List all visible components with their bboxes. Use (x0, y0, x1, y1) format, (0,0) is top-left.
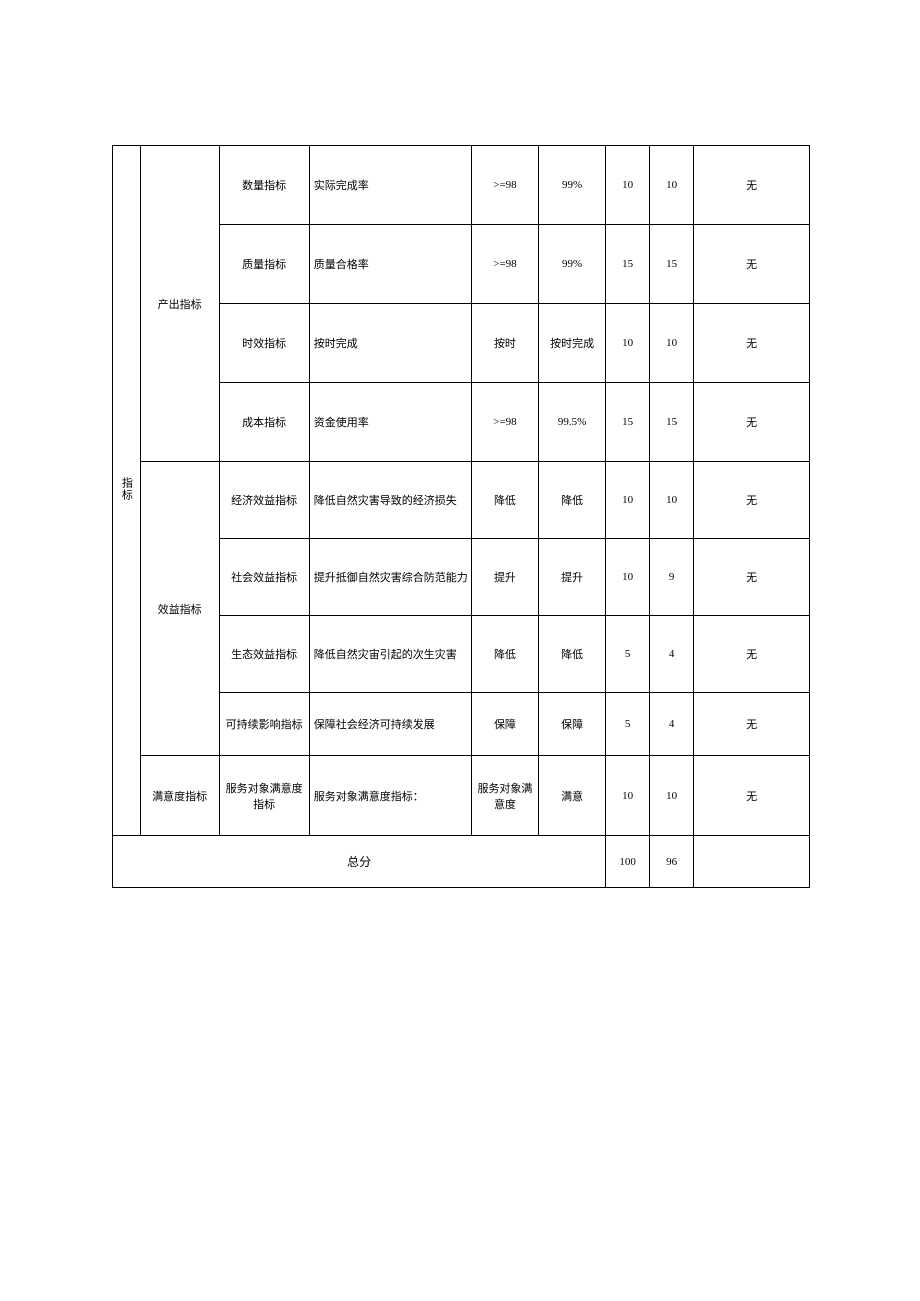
actual-value: 降低 (539, 616, 606, 693)
level3-label: 生态效益指标 (219, 616, 309, 693)
score-value: 9 (650, 539, 694, 616)
score-value: 4 (650, 616, 694, 693)
actual-value: 满意 (539, 756, 606, 836)
table-row: 指标 产出指标 数量指标 实际完成率 >=98 99% 10 10 无 (113, 146, 810, 225)
score-value: 10 (650, 304, 694, 383)
actual-value: 保障 (539, 693, 606, 756)
actual-value: 99% (539, 225, 606, 304)
target-value: 降低 (471, 462, 538, 539)
indicator-cell: 指标 (113, 146, 141, 836)
actual-value: 99.5% (539, 383, 606, 462)
note-value: 无 (694, 225, 810, 304)
level3-label: 质量指标 (219, 225, 309, 304)
note-value: 无 (694, 693, 810, 756)
target-value: 降低 (471, 616, 538, 693)
note-value: 无 (694, 539, 810, 616)
level3-label: 社会效益指标 (219, 539, 309, 616)
indicator-name: 降低自然灾害导致的经济损失 (309, 462, 471, 539)
note-value: 无 (694, 756, 810, 836)
indicator-name: 保障社会经济可持续发展 (309, 693, 471, 756)
score-value: 10 (650, 462, 694, 539)
actual-value: 降低 (539, 462, 606, 539)
total-label: 总分 (113, 836, 606, 888)
score-value: 10 (650, 146, 694, 225)
weight-value: 10 (606, 539, 650, 616)
weight-value: 5 (606, 693, 650, 756)
note-value: 无 (694, 462, 810, 539)
score-value: 10 (650, 756, 694, 836)
weight-value: 15 (606, 225, 650, 304)
target-value: >=98 (471, 225, 538, 304)
group-label: 产出指标 (140, 146, 219, 462)
score-value: 4 (650, 693, 694, 756)
level3-label: 时效指标 (219, 304, 309, 383)
indicator-name: 降低自然灾宙引起的次生灾害 (309, 616, 471, 693)
indicator-name: 质量合格率 (309, 225, 471, 304)
note-value: 无 (694, 383, 810, 462)
weight-value: 10 (606, 462, 650, 539)
actual-value: 提升 (539, 539, 606, 616)
group-label: 满意度指标 (140, 756, 219, 836)
target-value: >=98 (471, 383, 538, 462)
target-value: 按时 (471, 304, 538, 383)
weight-value: 15 (606, 383, 650, 462)
level3-label: 可持续影响指标 (219, 693, 309, 756)
indicator-table: 指标 产出指标 数量指标 实际完成率 >=98 99% 10 10 无 质量指标… (112, 145, 810, 888)
weight-value: 10 (606, 304, 650, 383)
group-label: 效益指标 (140, 462, 219, 756)
note-value: 无 (694, 304, 810, 383)
indicator-name: 按时完成 (309, 304, 471, 383)
weight-value: 10 (606, 756, 650, 836)
weight-value: 10 (606, 146, 650, 225)
weight-value: 5 (606, 616, 650, 693)
indicator-name: 提升抵御自然灾害综合防范能力 (309, 539, 471, 616)
target-value: 保障 (471, 693, 538, 756)
note-value: 无 (694, 616, 810, 693)
total-score: 96 (650, 836, 694, 888)
actual-value: 按时完成 (539, 304, 606, 383)
actual-value: 99% (539, 146, 606, 225)
total-weight: 100 (606, 836, 650, 888)
total-row: 总分 100 96 (113, 836, 810, 888)
target-value: >=98 (471, 146, 538, 225)
score-value: 15 (650, 225, 694, 304)
table-row: 满意度指标 服务对象满意度指标 服务对象满意度指标： 服务对象满意度 满意 10… (113, 756, 810, 836)
target-value: 服务对象满意度 (471, 756, 538, 836)
note-value: 无 (694, 146, 810, 225)
indicator-name: 服务对象满意度指标： (309, 756, 471, 836)
table-row: 效益指标 经济效益指标 降低自然灾害导致的经济损失 降低 降低 10 10 无 (113, 462, 810, 539)
level3-label: 经济效益指标 (219, 462, 309, 539)
indicator-name: 实际完成率 (309, 146, 471, 225)
total-note (694, 836, 810, 888)
level3-label: 服务对象满意度指标 (219, 756, 309, 836)
level3-label: 数量指标 (219, 146, 309, 225)
score-value: 15 (650, 383, 694, 462)
level3-label: 成本指标 (219, 383, 309, 462)
target-value: 提升 (471, 539, 538, 616)
indicator-name: 资金使用率 (309, 383, 471, 462)
